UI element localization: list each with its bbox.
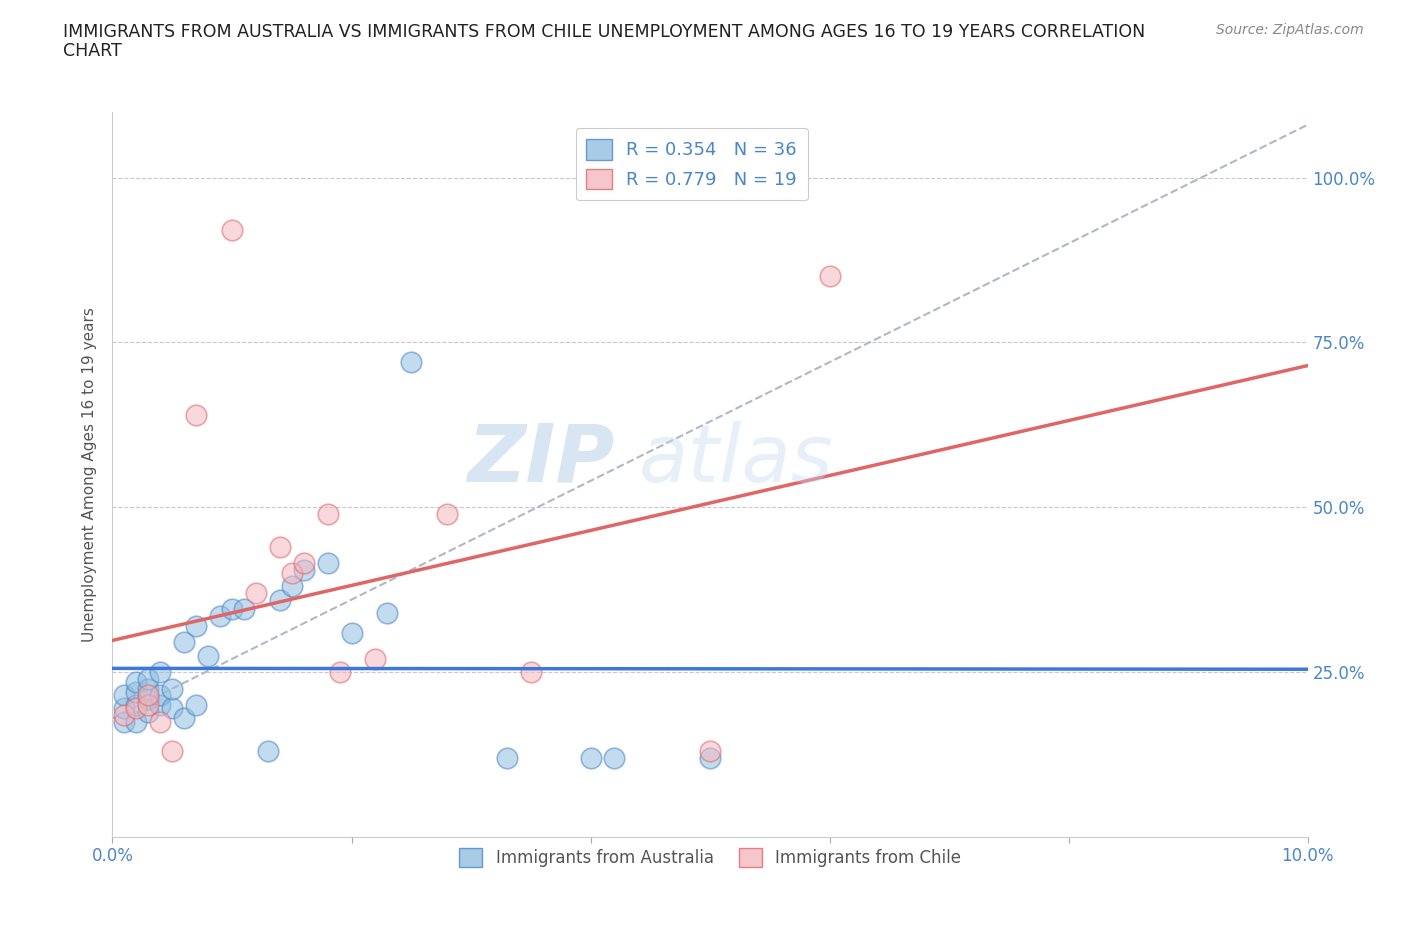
Point [257,744,280,759]
Point [186,698,208,712]
Text: Source: ZipAtlas.com: Source: ZipAtlas.com [1216,23,1364,37]
Text: atlas: atlas [638,420,834,498]
Point [138,691,160,706]
Point [292,563,315,578]
Point [114,714,135,729]
Text: ZIP: ZIP [467,420,614,498]
Point [269,539,291,554]
Point [281,579,304,594]
Point [149,698,172,712]
Point [496,751,519,765]
Point [436,507,458,522]
Point [699,744,721,759]
Point [125,674,148,689]
Point [149,714,172,729]
Point [603,751,626,765]
Text: IMMIGRANTS FROM AUSTRALIA VS IMMIGRANTS FROM CHILE UNEMPLOYMENT AMONG AGES 16 TO: IMMIGRANTS FROM AUSTRALIA VS IMMIGRANTS … [63,23,1146,41]
Point [579,751,602,765]
Point [281,565,304,580]
Point [138,681,160,696]
Point [162,744,183,759]
Point [233,602,256,617]
Point [114,708,135,723]
Point [125,701,148,716]
Point [316,556,339,571]
Point [209,608,232,623]
Point [114,701,135,716]
Point [818,269,841,284]
Point [221,602,243,617]
Point [364,652,387,667]
Point [329,665,352,680]
Point [520,665,543,680]
Point [186,407,208,422]
Point [149,665,172,680]
Y-axis label: Unemployment Among Ages 16 to 19 years: Unemployment Among Ages 16 to 19 years [82,307,97,642]
Point [138,698,160,712]
Point [149,688,172,703]
Point [125,684,148,699]
Point [292,556,315,571]
Point [173,711,195,725]
Point [340,625,363,640]
Point [197,648,219,663]
Point [162,681,183,696]
Text: CHART: CHART [63,42,122,60]
Point [138,671,160,686]
Point [162,701,183,716]
Point [125,714,148,729]
Point [114,688,135,703]
Point [138,704,160,719]
Legend: Immigrants from Australia, Immigrants from Chile: Immigrants from Australia, Immigrants fr… [450,840,970,876]
Point [699,751,721,765]
Point [245,586,267,601]
Point [401,354,423,369]
Point [269,592,291,607]
Point [316,507,339,522]
Point [173,635,195,650]
Point [186,618,208,633]
Point [125,698,148,712]
Point [221,223,243,238]
Point [377,605,399,620]
Point [138,688,160,703]
